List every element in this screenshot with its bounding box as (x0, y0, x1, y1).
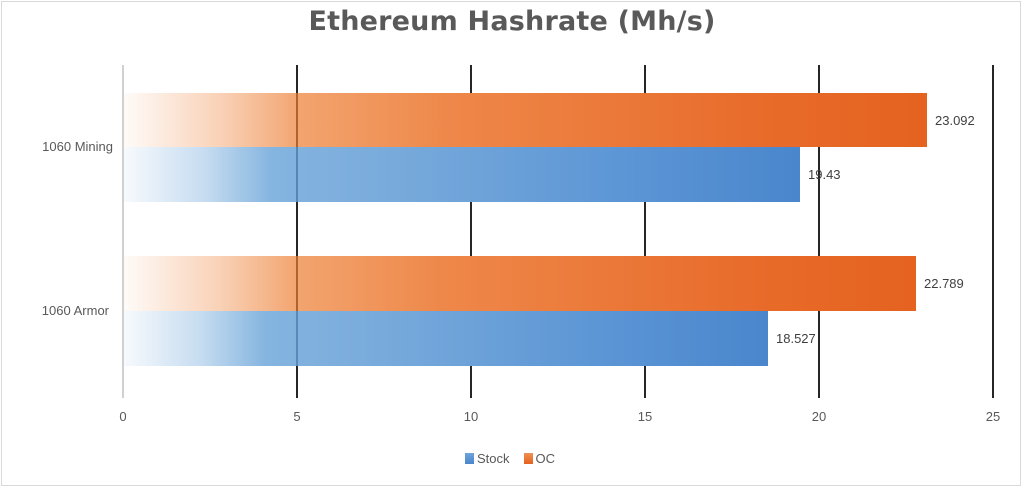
x-tick-20: 20 (811, 409, 827, 424)
x-tick-25: 25 (985, 409, 1001, 424)
category-axis-line (122, 65, 124, 398)
category-label-1060-armor: 1060 Armor (41, 303, 109, 318)
x-tick-5: 5 (293, 409, 301, 424)
bar-1060-mining-oc (124, 93, 927, 147)
data-label-mining-stock: 19.43 (808, 167, 841, 182)
chart-title: Ethereum Hashrate (Mh/s) (308, 6, 716, 37)
data-label-armor-oc: 22.789 (924, 276, 964, 291)
legend-label-stock: Stock (477, 451, 510, 466)
gridline-25 (992, 65, 994, 398)
gridline-15 (644, 65, 646, 398)
stock-swatch-icon (465, 453, 474, 464)
bar-1060-armor-oc (124, 256, 916, 311)
gridline-5 (296, 65, 298, 398)
data-label-armor-stock: 18.527 (776, 331, 816, 346)
plot-area (122, 65, 994, 398)
legend-item-oc[interactable]: OC (523, 451, 556, 466)
bar-1060-armor-stock (124, 311, 768, 366)
legend-item-stock[interactable]: Stock (465, 451, 510, 466)
x-tick-0: 0 (119, 409, 127, 424)
legend: Stock OC (465, 451, 555, 466)
category-label-1060-mining: 1060 Mining (42, 139, 113, 154)
gridline-20 (818, 65, 820, 398)
bar-1060-mining-stock (124, 147, 800, 202)
legend-label-oc: OC (535, 451, 556, 466)
oc-swatch-icon (523, 453, 533, 464)
x-tick-10: 10 (463, 409, 479, 424)
gridline-10 (470, 65, 472, 398)
data-label-mining-oc: 23.092 (935, 113, 975, 128)
x-tick-15: 15 (637, 409, 653, 424)
